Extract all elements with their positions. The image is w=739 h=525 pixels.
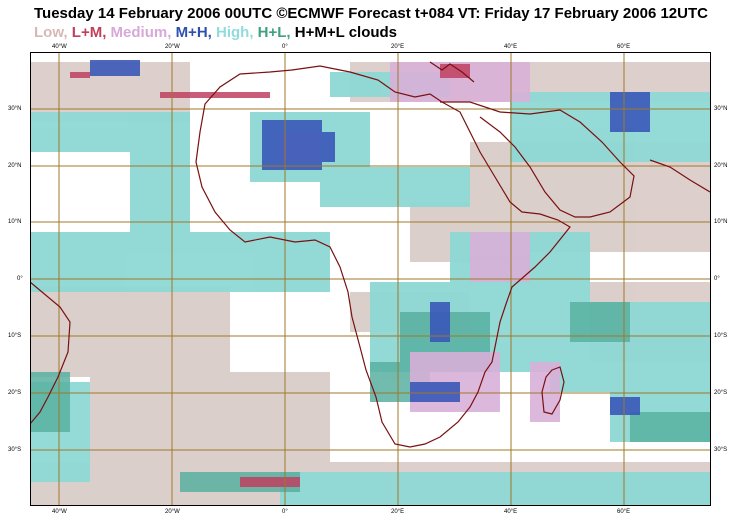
lon-label-top-60e: 60°E xyxy=(617,44,631,50)
lon-label-40e: 40°E xyxy=(504,509,518,515)
lat-label-left-10s: 10°S xyxy=(8,333,22,339)
lat-label-left-0: 0° xyxy=(17,276,23,282)
lon-label-top-40e: 40°E xyxy=(504,44,518,50)
lon-label-40w: 40°W xyxy=(52,509,67,515)
medium-high-cloud-layer xyxy=(90,60,650,415)
lat-label-left-20s: 20°S xyxy=(8,390,22,396)
lat-label-right-10s: 10°S xyxy=(714,333,728,339)
lat-label-right-30s: 30°S xyxy=(714,447,728,453)
lat-label-right-30n: 30°N xyxy=(714,106,728,112)
lat-label-right-20n: 20°N xyxy=(714,163,728,169)
lat-label-left-20n: 20°N xyxy=(8,163,22,169)
map-canvas xyxy=(30,52,710,505)
lat-label-right-0: 0° xyxy=(714,276,720,282)
lon-label-60e: 60°E xyxy=(617,509,631,515)
lon-label-20w: 20°W xyxy=(165,509,180,515)
legend-medium: Medium, xyxy=(110,24,172,41)
lat-label-left-10n: 10°N xyxy=(8,219,22,225)
legend-high: High, xyxy=(216,24,254,41)
lat-label-left-30n: 30°N xyxy=(8,106,22,112)
legend-low-medium: L+M, xyxy=(71,24,107,41)
legend-low: Low, xyxy=(34,24,68,41)
legend-high-low: H+L, xyxy=(257,24,291,41)
lon-label-top-20w: 20°W xyxy=(165,44,180,50)
lon-label-top-40w: 40°W xyxy=(52,44,67,50)
lon-label-top-20e: 20°E xyxy=(391,44,405,50)
low-medium-cloud-layer xyxy=(70,64,470,487)
lat-label-right-10n: 10°N xyxy=(714,219,728,225)
map-title: Tuesday 14 February 2006 00UTC ©ECMWF Fo… xyxy=(34,5,708,22)
graticule xyxy=(30,52,710,505)
lat-label-left-30s: 30°S xyxy=(8,447,22,453)
high-cloud-layer xyxy=(30,72,710,505)
legend-medium-high: M+H, xyxy=(175,24,212,41)
lon-label-0: 0° xyxy=(282,509,288,515)
cloud-legend: Low, L+M, Medium, M+H, High, H+L, H+M+L … xyxy=(34,24,397,41)
coastline xyxy=(30,61,710,448)
legend-all-clouds: H+M+L clouds xyxy=(294,24,398,41)
lat-label-right-20s: 20°S xyxy=(714,390,728,396)
lon-label-top-0: 0° xyxy=(282,44,288,50)
cloud-cover-map xyxy=(30,52,710,505)
lon-label-20e: 20°E xyxy=(391,509,405,515)
